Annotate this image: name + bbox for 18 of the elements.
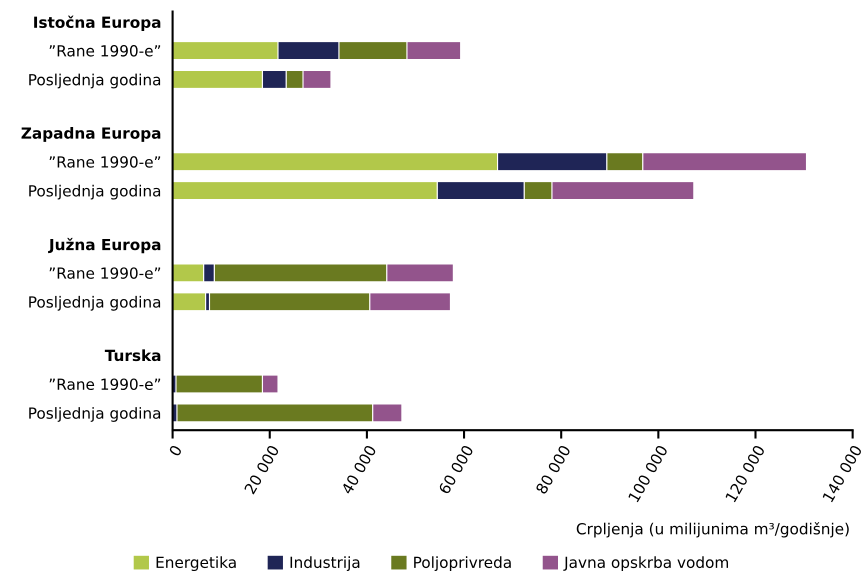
legend-label: Poljoprivreda [414,556,511,572]
legend-label: Javna opskrba vodom [563,556,728,572]
legend-label: Energetika [156,556,236,572]
legend-label: Industrija [290,556,360,572]
y-tick-label: ”Rane 1990-e” [50,267,160,279]
y-tick-label: Južna Europa [48,238,160,254]
y-tick-label: Posljednja godina [29,184,160,200]
y-tick-label: ”Rane 1990-e” [50,45,160,57]
y-tick-label: Posljednja godina [29,407,160,422]
y-tick-label: Zapadna Europa [22,127,160,142]
y-tick-label: ”Rane 1990-e” [50,156,160,168]
x-axis-title: Crpljenja (u milijunima m³/godišnje) [576,522,849,538]
y-tick-label: Turska [104,349,160,362]
y-tick-label: Istočna Europa [34,16,160,31]
y-tick-label: Posljednja godina [29,296,160,311]
y-tick-label: Posljednja godina [29,74,160,88]
y-tick-label: ”Rane 1990-e” [50,378,160,390]
x-tick-label: 0 [168,444,182,457]
